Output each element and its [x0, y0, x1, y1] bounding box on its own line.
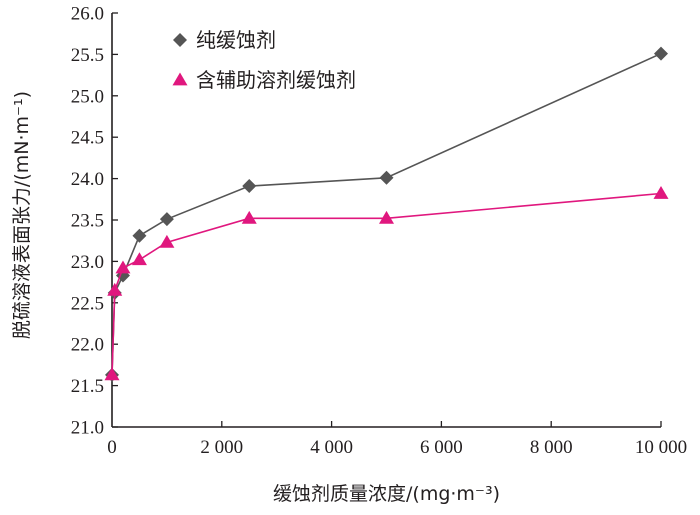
data-point-diamond	[242, 179, 257, 194]
y-axis-ticks: 21.0 21.5 22.0 22.5 23.0 23.5 24.0 24.5 25.0 25.5…	[71, 4, 118, 439]
data-point-diamond	[379, 170, 394, 185]
series-layer	[104, 46, 669, 382]
data-point-diamond	[132, 228, 147, 243]
y-tick-label: 24.5	[71, 128, 104, 149]
y-tick-label: 24.0	[71, 169, 104, 190]
data-point-triangle	[379, 210, 394, 224]
y-axis-title: 脱硫溶液表面张力/(mN·m⁻¹)	[11, 91, 33, 339]
legend-label: 纯缓蚀剂	[196, 28, 276, 52]
x-tick-label: 2 000	[200, 437, 243, 458]
data-point-triangle	[241, 210, 257, 224]
data-point-triangle	[104, 367, 120, 381]
y-tick-label: 21.0	[71, 418, 104, 439]
legend-marker-diamond	[173, 33, 187, 47]
y-tick-label: 25.0	[71, 86, 104, 107]
legend-item-2: 含辅助溶剂缓蚀剂	[172, 68, 356, 92]
data-point-triangle	[159, 234, 175, 248]
series-2	[104, 186, 669, 381]
x-tick-label: 10 000	[635, 437, 687, 458]
data-point-triangle	[115, 260, 131, 274]
data-point-triangle	[107, 282, 123, 296]
x-tick-label: 8 000	[530, 437, 573, 458]
data-point-triangle	[131, 252, 147, 266]
data-point-diamond	[654, 46, 668, 61]
legend-label: 含辅助溶剂缓蚀剂	[196, 68, 356, 92]
x-tick-label: 4 000	[310, 437, 353, 458]
y-tick-label: 23.0	[71, 252, 104, 273]
legend-marker-triangle	[172, 72, 188, 86]
x-axis-ticks: 0 2 000 4 000 6 000 8 000 10 000	[107, 421, 687, 458]
y-tick-label: 25.5	[71, 45, 104, 66]
data-point-triangle	[653, 186, 669, 199]
x-tick-label: 0	[107, 437, 117, 458]
x-tick-label: 6 000	[420, 437, 463, 458]
x-axis-title: 缓蚀剂质量浓度/(mg·m⁻³)	[273, 483, 500, 505]
y-tick-label: 22.5	[71, 293, 104, 314]
y-tick-label: 26.0	[71, 4, 104, 25]
y-tick-label: 22.0	[71, 335, 104, 356]
legend-item-1: 纯缓蚀剂	[173, 28, 276, 52]
y-tick-label: 21.5	[71, 376, 104, 397]
data-point-diamond	[159, 212, 174, 227]
y-tick-label: 23.5	[71, 211, 104, 232]
